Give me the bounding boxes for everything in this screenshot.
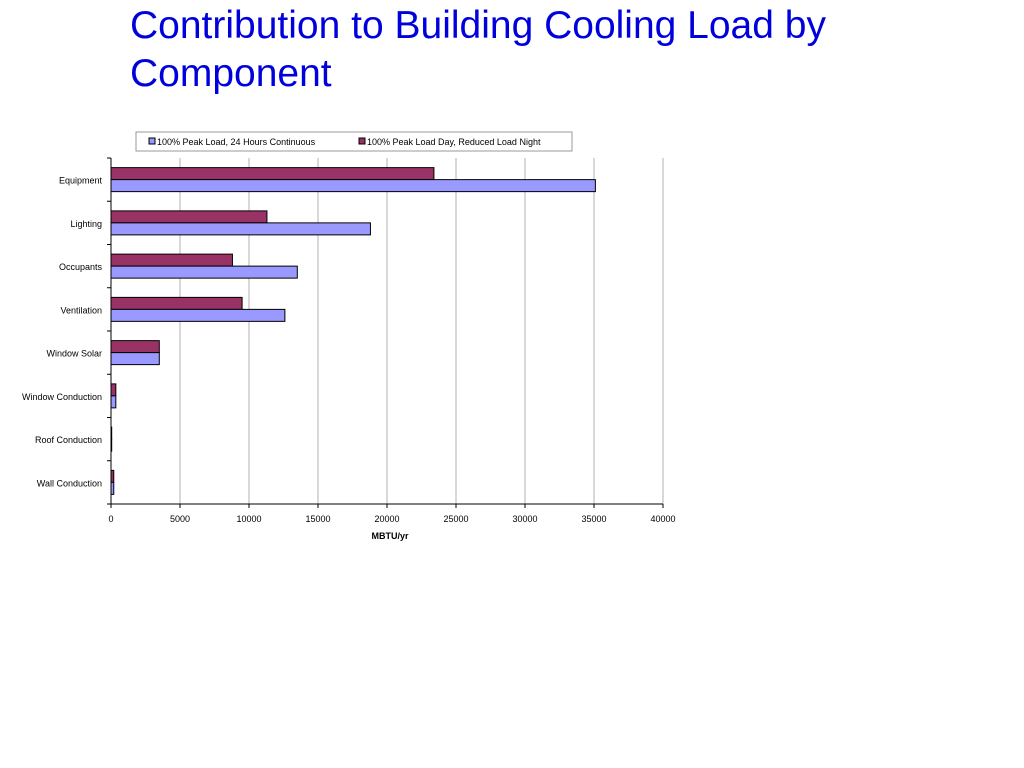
slide-title-line-1: Contribution to Building Cooling Load by [130, 4, 826, 47]
bar-reduced-night-window-conduction [110, 383, 117, 397]
y-tick-label: Ventilation [60, 305, 102, 315]
bar-continuous-lighting [110, 222, 371, 236]
x-tick-label: 25000 [443, 514, 468, 524]
x-tick-label: 30000 [512, 514, 537, 524]
bar-reduced-night-lighting [110, 210, 268, 224]
y-tick-label: Lighting [70, 219, 102, 229]
x-tick-label: 40000 [650, 514, 675, 524]
bar-reduced-night-window-solar [110, 340, 160, 354]
legend-box [135, 131, 573, 152]
legend-swatch [358, 137, 366, 145]
x-tick-label: 15000 [305, 514, 330, 524]
y-tick-label: Window Conduction [22, 392, 102, 402]
x-axis-title: MBTU/yr [371, 531, 408, 541]
x-tick-label: 20000 [374, 514, 399, 524]
slide-title-line-2: Component [130, 52, 332, 95]
x-tick-label: 5000 [170, 514, 190, 524]
slide-title: Contribution to Building Cooling Load by… [130, 2, 990, 98]
bar-continuous-ventilation [110, 308, 286, 322]
bar-continuous-equipment [110, 179, 596, 193]
y-tick-label: Wall Conduction [37, 478, 102, 488]
legend-label: 100% Peak Load Day, Reduced Load Night [367, 137, 541, 147]
legend-label: 100% Peak Load, 24 Hours Continuous [157, 137, 316, 147]
bar-continuous-window-solar [110, 352, 160, 366]
bar-reduced-night-ventilation [110, 296, 243, 310]
y-tick-label: Equipment [59, 176, 103, 186]
y-tick-label: Roof Conduction [35, 435, 102, 445]
legend-swatch [148, 137, 156, 145]
bar-continuous-window-conduction [110, 395, 117, 409]
bar-reduced-night-occupants [110, 253, 233, 267]
y-tick-label: Occupants [59, 262, 103, 272]
bar-reduced-night-equipment [110, 167, 435, 181]
x-tick-label: 35000 [581, 514, 606, 524]
y-tick-label: Window Solar [46, 349, 102, 359]
bar-continuous-occupants [110, 265, 298, 279]
x-tick-label: 10000 [236, 514, 261, 524]
x-tick-label: 0 [108, 514, 113, 524]
